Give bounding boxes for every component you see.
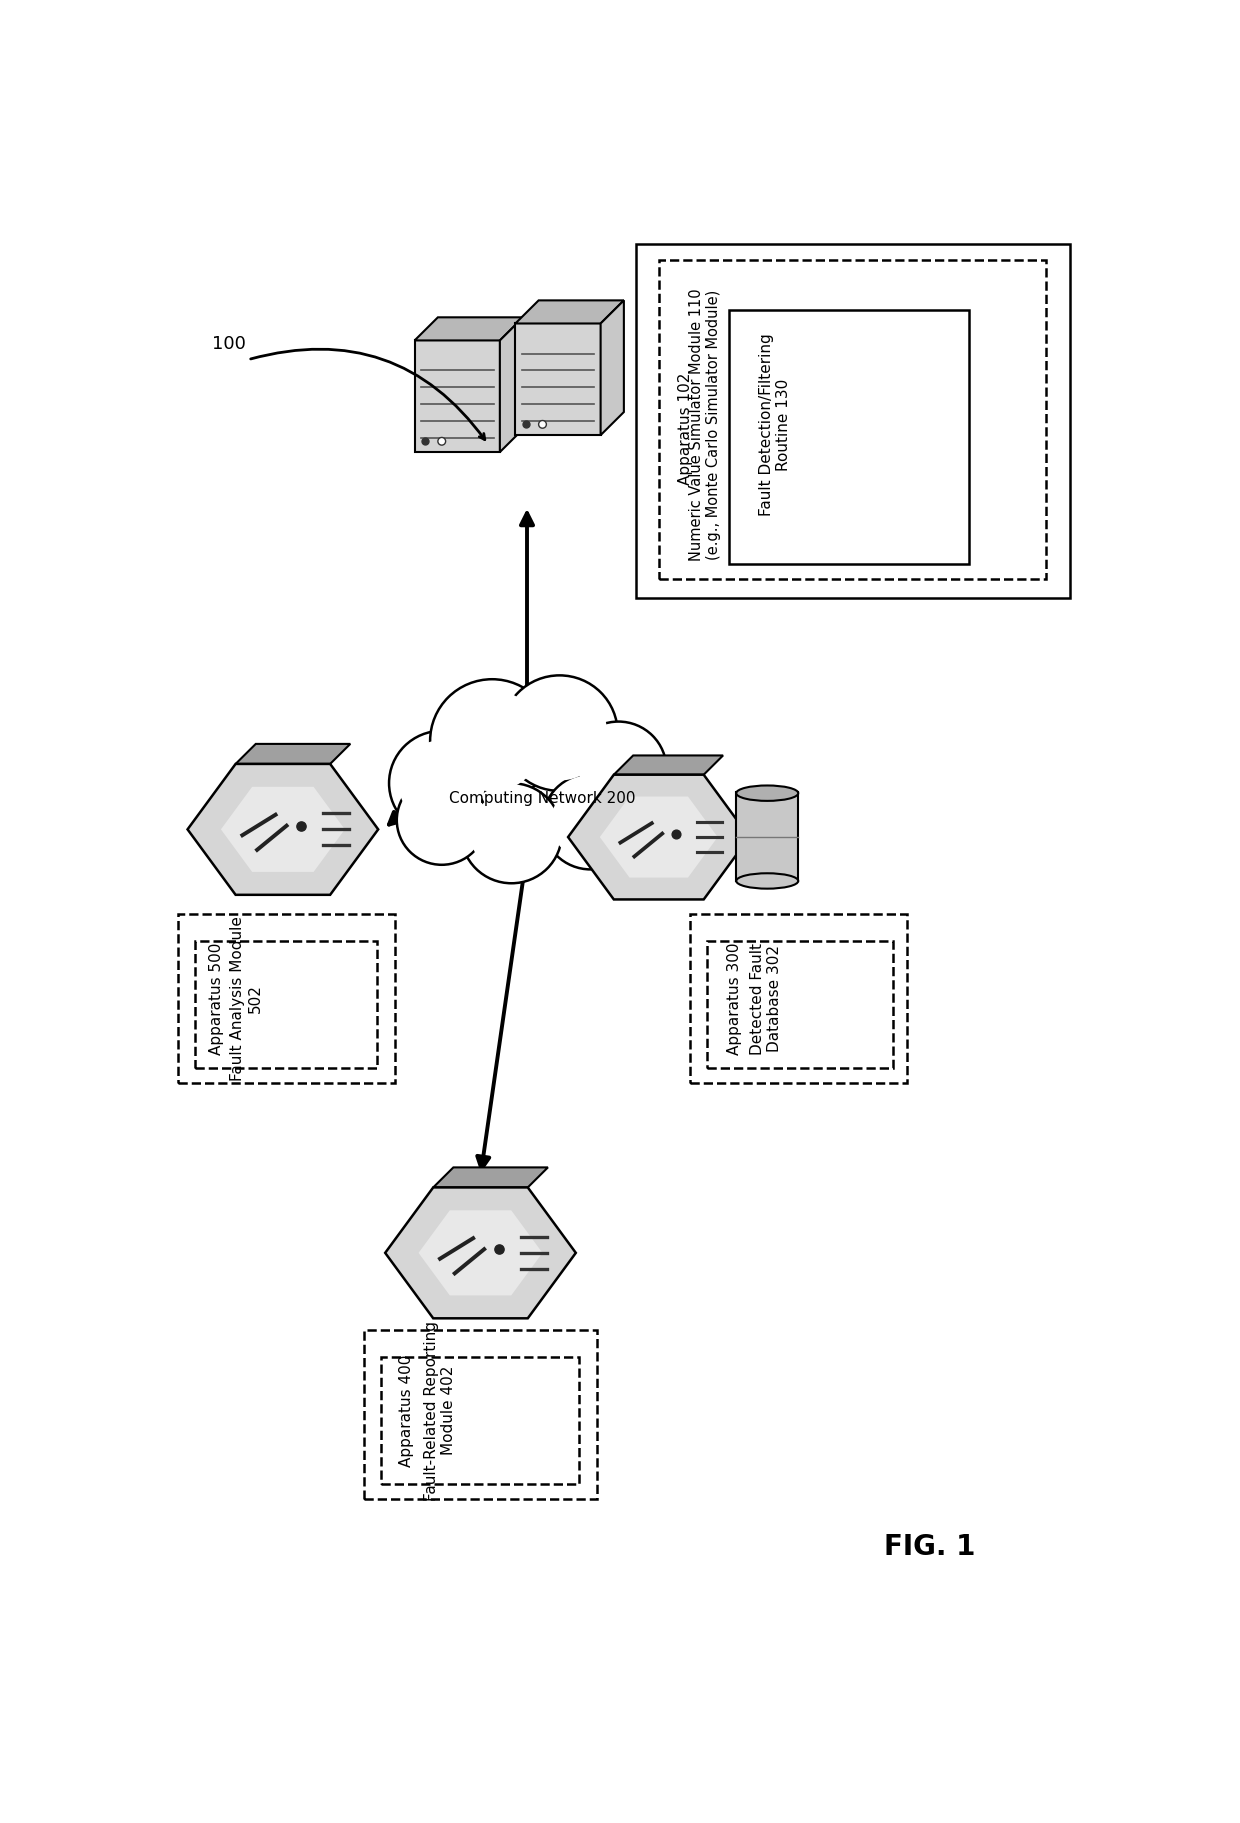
- Polygon shape: [568, 775, 749, 899]
- Text: Fault Analysis Module
502: Fault Analysis Module 502: [231, 917, 263, 1081]
- Text: Fault-Related Reporting
Module 402: Fault-Related Reporting Module 402: [424, 1320, 456, 1500]
- Text: Numeric Value Simulator Module 110
(e.g., Monte Carlo Simulator Module): Numeric Value Simulator Module 110 (e.g.…: [689, 288, 722, 561]
- Text: Computing Network 200: Computing Network 200: [449, 791, 636, 806]
- Circle shape: [551, 782, 630, 860]
- Circle shape: [438, 438, 445, 445]
- Circle shape: [397, 775, 486, 864]
- Text: Apparatus 300: Apparatus 300: [727, 942, 743, 1056]
- Text: Detected Fault
Database 302: Detected Fault Database 302: [749, 942, 782, 1056]
- Polygon shape: [600, 301, 624, 436]
- Polygon shape: [221, 788, 345, 871]
- Text: Apparatus 102: Apparatus 102: [678, 372, 693, 485]
- Circle shape: [441, 691, 543, 791]
- Polygon shape: [414, 317, 523, 341]
- Ellipse shape: [737, 786, 799, 800]
- Circle shape: [570, 722, 667, 817]
- Bar: [729, 310, 968, 563]
- Polygon shape: [614, 755, 723, 775]
- Polygon shape: [236, 744, 351, 764]
- Text: FIG. 1: FIG. 1: [884, 1533, 976, 1560]
- Circle shape: [389, 731, 495, 835]
- Bar: [196, 941, 377, 1068]
- Polygon shape: [187, 764, 378, 895]
- Polygon shape: [516, 323, 600, 436]
- Circle shape: [512, 685, 608, 780]
- Bar: [635, 244, 1069, 598]
- Text: Apparatus 500: Apparatus 500: [210, 942, 224, 1056]
- Polygon shape: [386, 1187, 575, 1318]
- Bar: [689, 913, 906, 1083]
- Bar: [365, 1329, 596, 1499]
- Polygon shape: [414, 341, 500, 452]
- Circle shape: [538, 421, 547, 428]
- Text: Fault Detection/Filtering
Routine 130: Fault Detection/Filtering Routine 130: [759, 334, 791, 516]
- Text: Apparatus 400: Apparatus 400: [399, 1354, 414, 1468]
- Circle shape: [461, 784, 562, 884]
- Circle shape: [398, 740, 485, 826]
- Ellipse shape: [737, 873, 799, 888]
- Circle shape: [579, 731, 658, 808]
- Bar: [707, 941, 893, 1068]
- Circle shape: [543, 775, 639, 870]
- Polygon shape: [500, 317, 523, 452]
- Circle shape: [501, 675, 618, 791]
- Circle shape: [470, 793, 553, 875]
- Polygon shape: [419, 1210, 542, 1296]
- Bar: [658, 259, 1047, 580]
- Polygon shape: [516, 301, 624, 323]
- Circle shape: [430, 680, 554, 802]
- Polygon shape: [600, 797, 718, 877]
- Circle shape: [405, 784, 479, 857]
- Text: 100: 100: [212, 335, 246, 354]
- Bar: [179, 913, 396, 1083]
- Bar: [382, 1356, 579, 1484]
- Bar: [737, 793, 799, 881]
- Polygon shape: [433, 1167, 548, 1187]
